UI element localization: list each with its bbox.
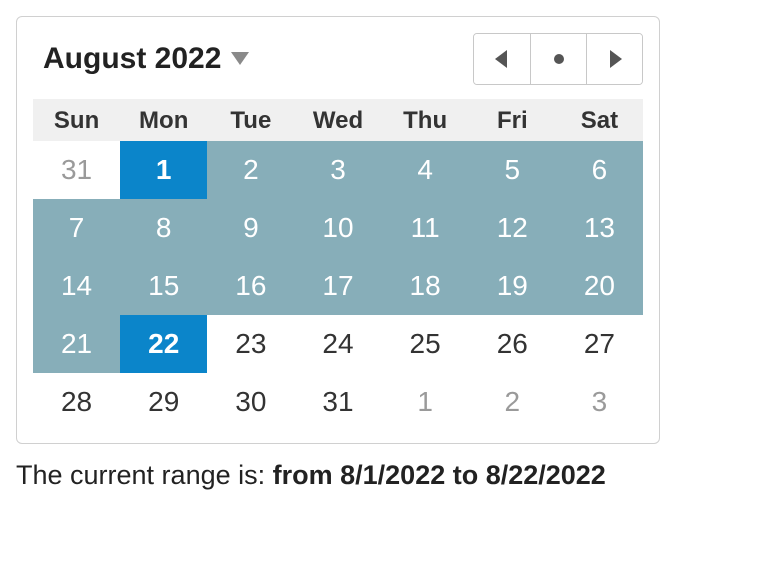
range-summary-value: from 8/1/2022 to 8/22/2022 (273, 460, 606, 490)
calendar-header: August 2022 (33, 33, 643, 85)
day-cell[interactable]: 8 (120, 199, 207, 257)
day-cell[interactable]: 22 (120, 315, 207, 373)
day-cell[interactable]: 31 (33, 141, 120, 199)
day-cell[interactable]: 30 (207, 373, 294, 431)
day-cell[interactable]: 23 (207, 315, 294, 373)
month-selector[interactable]: August 2022 (43, 42, 249, 76)
day-cell[interactable]: 12 (469, 199, 556, 257)
weekday-label: Tue (207, 99, 294, 141)
calendar-panel: August 2022 Sun Mon Tue Wed Thu Fri Sat … (16, 16, 660, 444)
triangle-right-icon (608, 50, 622, 68)
day-cell[interactable]: 3 (556, 373, 643, 431)
day-cell[interactable]: 19 (469, 257, 556, 315)
chevron-down-icon (231, 52, 249, 66)
next-month-button[interactable] (586, 34, 642, 84)
day-cell[interactable]: 14 (33, 257, 120, 315)
day-cell[interactable]: 10 (294, 199, 381, 257)
weekday-label: Fri (469, 99, 556, 141)
day-cell[interactable]: 1 (120, 141, 207, 199)
weekday-label: Sun (33, 99, 120, 141)
day-cell[interactable]: 9 (207, 199, 294, 257)
month-label: August 2022 (43, 42, 221, 76)
triangle-left-icon (495, 50, 509, 68)
calendar-grid: 3112345678910111213141516171819202122232… (33, 141, 643, 431)
day-cell[interactable]: 17 (294, 257, 381, 315)
range-summary: The current range is: from 8/1/2022 to 8… (16, 460, 764, 491)
range-summary-prefix: The current range is: (16, 460, 273, 490)
prev-month-button[interactable] (474, 34, 530, 84)
day-cell[interactable]: 2 (469, 373, 556, 431)
day-cell[interactable]: 29 (120, 373, 207, 431)
day-cell[interactable]: 18 (382, 257, 469, 315)
day-cell[interactable]: 15 (120, 257, 207, 315)
day-cell[interactable]: 13 (556, 199, 643, 257)
day-cell[interactable]: 24 (294, 315, 381, 373)
today-button[interactable] (530, 34, 586, 84)
day-cell[interactable]: 2 (207, 141, 294, 199)
day-cell[interactable]: 16 (207, 257, 294, 315)
day-cell[interactable]: 7 (33, 199, 120, 257)
day-cell[interactable]: 6 (556, 141, 643, 199)
day-cell[interactable]: 5 (469, 141, 556, 199)
day-cell[interactable]: 28 (33, 373, 120, 431)
day-cell[interactable]: 20 (556, 257, 643, 315)
day-cell[interactable]: 11 (382, 199, 469, 257)
weekday-label: Sat (556, 99, 643, 141)
weekday-label: Mon (120, 99, 207, 141)
day-cell[interactable]: 25 (382, 315, 469, 373)
day-cell[interactable]: 21 (33, 315, 120, 373)
day-cell[interactable]: 1 (382, 373, 469, 431)
nav-button-group (473, 33, 643, 85)
day-cell[interactable]: 4 (382, 141, 469, 199)
day-cell[interactable]: 31 (294, 373, 381, 431)
weekday-row: Sun Mon Tue Wed Thu Fri Sat (33, 99, 643, 141)
day-cell[interactable]: 26 (469, 315, 556, 373)
day-cell[interactable]: 3 (294, 141, 381, 199)
weekday-label: Thu (382, 99, 469, 141)
weekday-label: Wed (294, 99, 381, 141)
dot-icon (553, 53, 565, 65)
day-cell[interactable]: 27 (556, 315, 643, 373)
